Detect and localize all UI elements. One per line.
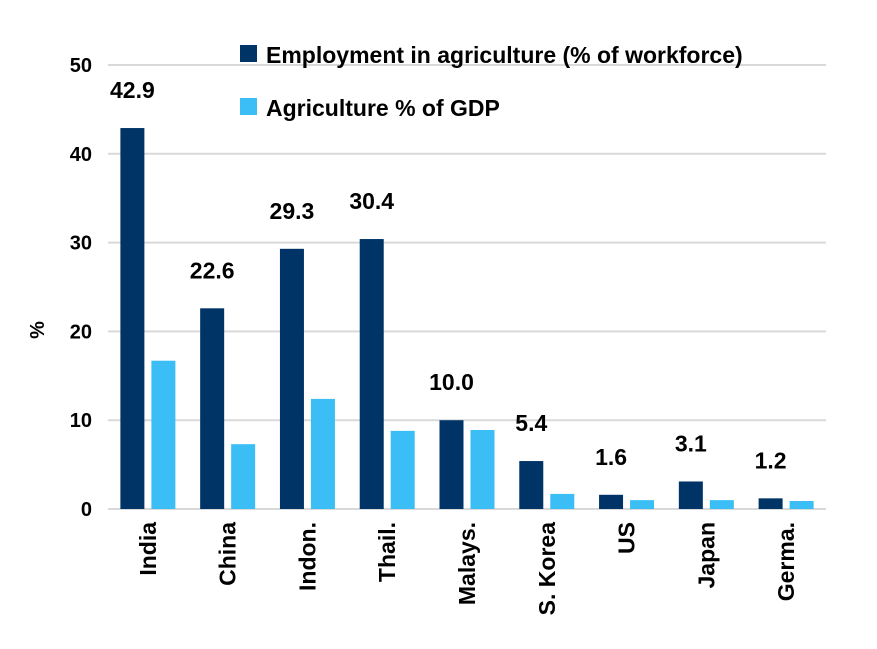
y-axis-ticks: 0 10 20 30 40 50	[70, 55, 92, 521]
bar-employment	[599, 494, 624, 509]
bar-gdp	[390, 430, 415, 509]
bars	[120, 128, 814, 510]
data-label: 22.6	[190, 257, 235, 283]
bar-employment	[439, 420, 464, 509]
category-label: China	[215, 522, 241, 586]
y-tick-label: 0	[81, 499, 92, 521]
y-tick-label: 20	[70, 321, 92, 343]
bar-gdp	[630, 500, 655, 509]
data-label: 29.3	[270, 198, 315, 224]
gridlines	[108, 64, 826, 510]
bar-gdp	[550, 493, 575, 509]
y-axis-label: %	[27, 321, 49, 339]
bar-employment	[120, 128, 145, 509]
legend-swatch-employment	[240, 45, 257, 62]
bar-gdp	[709, 500, 734, 509]
legend-swatch-gdp	[240, 98, 257, 115]
bar-gdp	[231, 444, 256, 509]
bar-gdp	[470, 429, 495, 509]
y-tick-label: 30	[70, 233, 92, 255]
category-label: Malays.	[454, 522, 480, 605]
legend-label-employment: Employment in agriculture (% of workforc…	[266, 42, 743, 68]
category-labels: India China Indon. Thail. Malays. S. Korea US J…	[135, 522, 799, 616]
y-tick-label: 50	[70, 55, 92, 77]
legend: Employment in agriculture (% of workforc…	[240, 42, 743, 121]
data-label: 30.4	[349, 188, 394, 214]
bar-gdp	[789, 501, 814, 509]
bar-employment	[200, 308, 225, 509]
category-label: S. Korea	[534, 522, 560, 616]
bar-employment	[519, 461, 544, 509]
bar-gdp	[151, 360, 176, 509]
category-label: Indon.	[294, 522, 320, 591]
bar-employment	[359, 239, 384, 509]
bar-gdp	[310, 398, 335, 509]
y-tick-label: 10	[70, 410, 92, 432]
category-label: Japan	[693, 522, 719, 588]
y-tick-label: 40	[70, 144, 92, 166]
bar-employment	[678, 481, 703, 509]
data-label: 10.0	[429, 369, 474, 395]
category-label: Germa.	[773, 522, 799, 601]
data-label: 5.4	[515, 410, 547, 436]
data-label: 42.9	[110, 77, 155, 103]
bar-employment	[758, 498, 783, 509]
category-label: India	[135, 522, 161, 576]
data-label: 1.6	[595, 444, 627, 470]
data-labels: 42.9 22.6 29.3 30.4 10.0 5.4 1.6 3.1 1.2	[110, 77, 787, 473]
legend-label-gdp: Agriculture % of GDP	[266, 95, 500, 121]
category-label: Thail.	[374, 522, 400, 582]
data-label: 1.2	[755, 447, 787, 473]
data-label: 3.1	[675, 430, 707, 456]
category-label: US	[614, 522, 640, 554]
bar-employment	[279, 248, 304, 510]
